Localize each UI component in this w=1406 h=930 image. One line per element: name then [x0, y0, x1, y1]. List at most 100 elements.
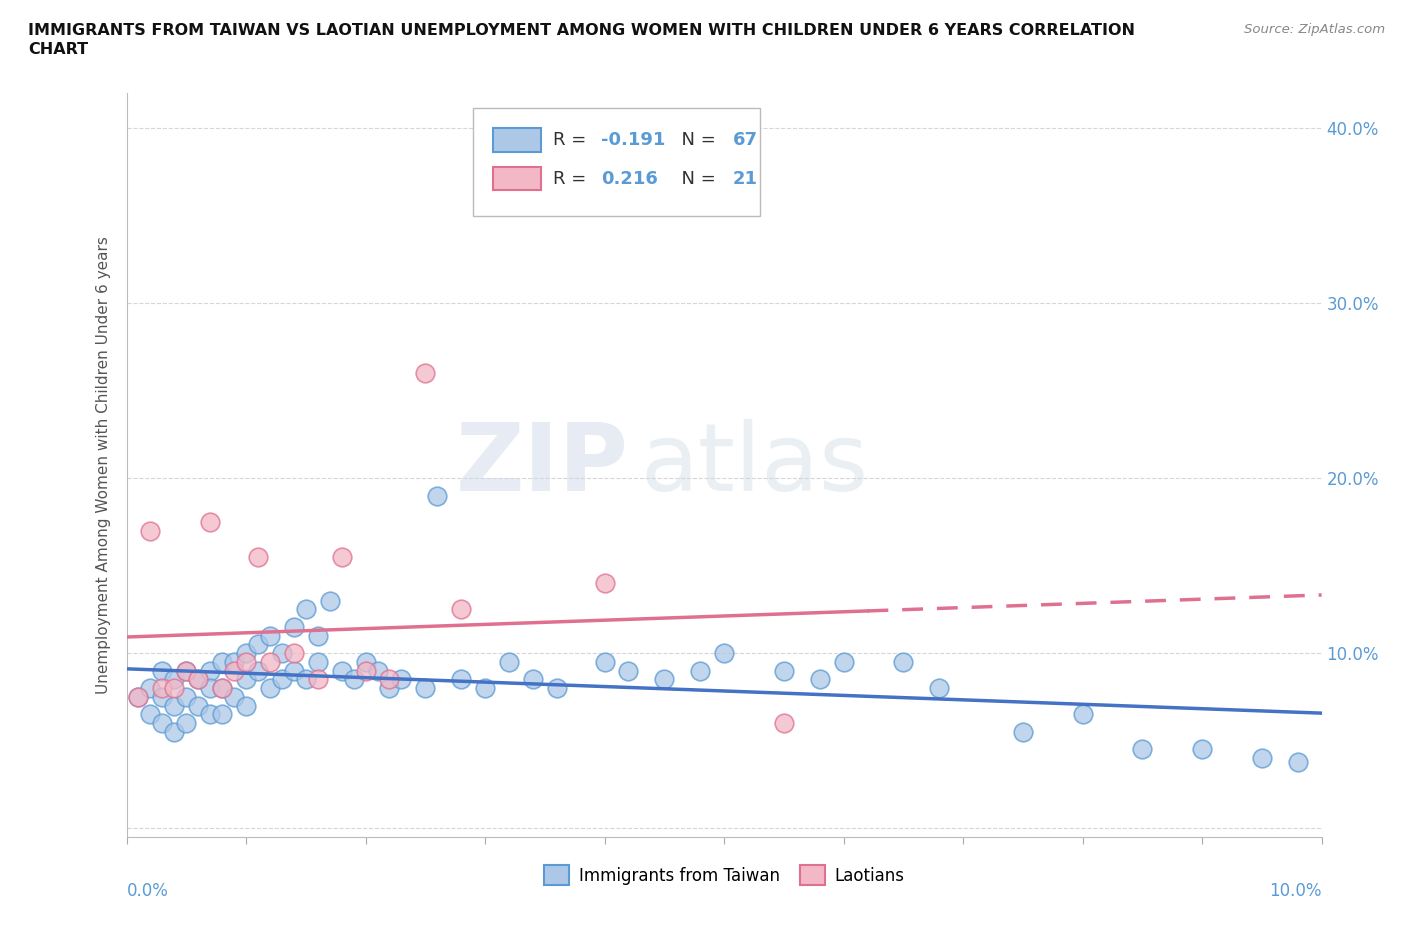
Text: N =: N =: [671, 169, 721, 188]
Point: [832, 655, 855, 670]
Point: [163, 672, 186, 687]
Point: [928, 681, 950, 696]
Point: [689, 663, 711, 678]
Point: [773, 663, 796, 678]
Point: [307, 629, 329, 644]
Point: [152, 663, 174, 678]
Point: [139, 707, 162, 722]
Point: [474, 681, 496, 696]
Point: [415, 681, 437, 696]
Point: [1251, 751, 1274, 765]
Point: [378, 681, 401, 696]
Text: 67: 67: [733, 131, 758, 149]
Point: [174, 663, 197, 678]
Point: [307, 672, 329, 687]
Point: [235, 655, 257, 670]
Point: [152, 681, 174, 696]
Point: [378, 672, 401, 687]
Point: [522, 672, 544, 687]
Text: Source: ZipAtlas.com: Source: ZipAtlas.com: [1244, 23, 1385, 36]
Point: [652, 672, 675, 687]
Point: [127, 689, 149, 704]
Point: [139, 681, 162, 696]
Text: 0.0%: 0.0%: [127, 882, 169, 899]
Point: [391, 672, 413, 687]
Point: [222, 689, 246, 704]
Point: [270, 672, 294, 687]
Y-axis label: Unemployment Among Women with Children Under 6 years: Unemployment Among Women with Children U…: [96, 236, 111, 694]
Point: [211, 681, 233, 696]
Point: [163, 698, 186, 713]
Point: [343, 672, 366, 687]
Point: [283, 663, 305, 678]
Point: [450, 602, 472, 617]
Point: [283, 619, 305, 634]
Point: [773, 716, 796, 731]
Text: atlas: atlas: [640, 419, 869, 511]
Point: [713, 645, 735, 660]
Point: [1286, 754, 1309, 769]
Point: [235, 645, 257, 660]
Point: [270, 645, 294, 660]
Point: [259, 629, 281, 644]
Point: [174, 716, 197, 731]
Point: [307, 655, 329, 670]
Point: [222, 663, 246, 678]
Point: [211, 681, 233, 696]
Text: IMMIGRANTS FROM TAIWAN VS LAOTIAN UNEMPLOYMENT AMONG WOMEN WITH CHILDREN UNDER 6: IMMIGRANTS FROM TAIWAN VS LAOTIAN UNEMPL…: [28, 23, 1135, 38]
Point: [152, 689, 174, 704]
Point: [222, 655, 246, 670]
Text: 10.0%: 10.0%: [1270, 882, 1322, 899]
Point: [200, 707, 222, 722]
Point: [127, 689, 149, 704]
Point: [200, 663, 222, 678]
Point: [498, 655, 520, 670]
Point: [259, 655, 281, 670]
Text: -0.191: -0.191: [600, 131, 665, 149]
Point: [893, 655, 915, 670]
Text: R =: R =: [553, 169, 592, 188]
Point: [211, 655, 233, 670]
FancyBboxPatch shape: [494, 128, 541, 152]
Point: [593, 655, 616, 670]
Text: N =: N =: [671, 131, 721, 149]
Point: [1191, 742, 1213, 757]
Text: 0.216: 0.216: [600, 169, 658, 188]
Point: [318, 593, 342, 608]
Point: [415, 365, 437, 380]
Legend: Immigrants from Taiwan, Laotians: Immigrants from Taiwan, Laotians: [537, 858, 911, 892]
Point: [283, 645, 305, 660]
Point: [163, 724, 186, 739]
Point: [330, 663, 353, 678]
Text: R =: R =: [553, 131, 592, 149]
Point: [235, 698, 257, 713]
Point: [211, 707, 233, 722]
Point: [187, 698, 209, 713]
FancyBboxPatch shape: [472, 108, 759, 216]
Point: [330, 550, 353, 565]
Point: [259, 681, 281, 696]
Point: [1011, 724, 1033, 739]
Point: [200, 681, 222, 696]
Point: [1130, 742, 1153, 757]
Point: [354, 655, 377, 670]
Point: [366, 663, 388, 678]
Point: [247, 663, 270, 678]
Text: ZIP: ZIP: [456, 419, 628, 511]
Point: [200, 514, 222, 529]
Point: [294, 672, 316, 687]
Point: [294, 602, 316, 617]
Text: 21: 21: [733, 169, 758, 188]
Text: CHART: CHART: [28, 42, 89, 57]
Point: [174, 663, 197, 678]
Point: [247, 550, 270, 565]
Point: [174, 689, 197, 704]
Point: [617, 663, 640, 678]
Point: [593, 576, 616, 591]
Point: [354, 663, 377, 678]
Point: [163, 681, 186, 696]
Point: [426, 488, 449, 503]
Point: [450, 672, 472, 687]
Point: [187, 672, 209, 687]
Point: [152, 716, 174, 731]
